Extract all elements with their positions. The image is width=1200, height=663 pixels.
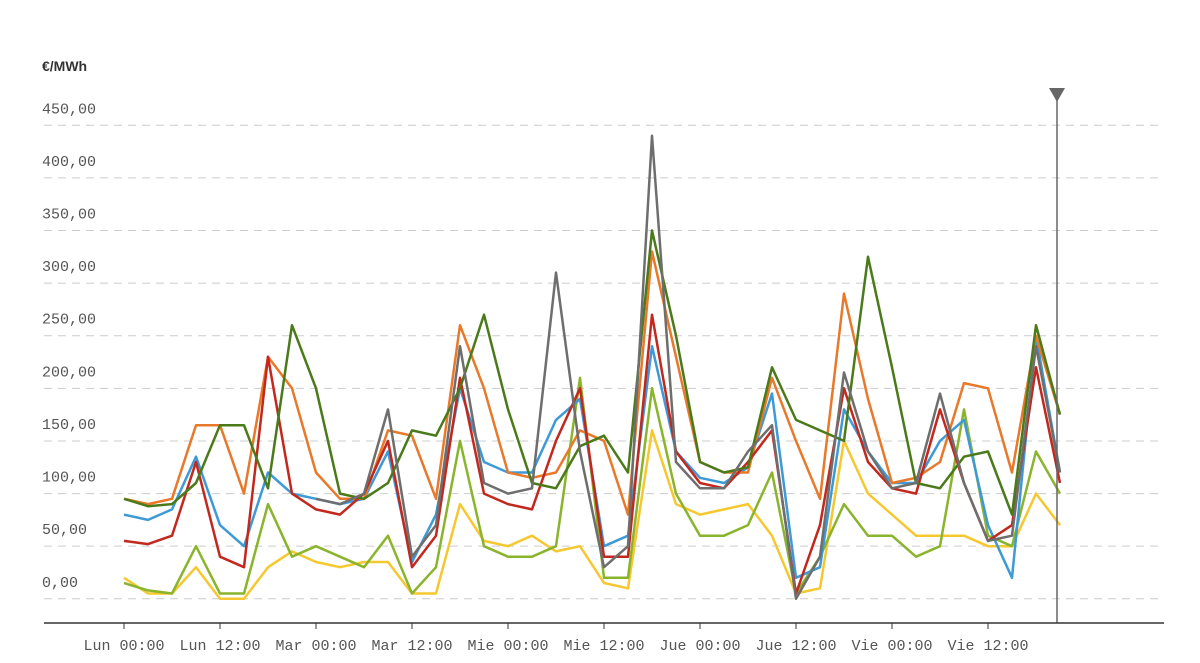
series-line — [123, 229, 1062, 516]
y-tick-label: 350,00 — [42, 206, 96, 223]
x-tick-label: Vie 00:00 — [851, 638, 932, 655]
series-line — [123, 250, 1062, 516]
y-tick-label: 300,00 — [42, 259, 96, 276]
x-tick-label: Jue 12:00 — [755, 638, 836, 655]
x-tick-label: Jue 00:00 — [659, 638, 740, 655]
y-tick-label: 250,00 — [42, 312, 96, 329]
x-tick-label: Mar 12:00 — [371, 638, 452, 655]
x-tick-label: Mie 00:00 — [467, 638, 548, 655]
y-tick-label: 0,00 — [42, 575, 78, 592]
series-line — [123, 313, 1062, 595]
series-line — [315, 134, 1062, 601]
y-tick-label: 450,00 — [42, 101, 96, 118]
time-marker-head — [1049, 88, 1065, 102]
x-tick-label: Mie 12:00 — [563, 638, 644, 655]
y-tick-label: 400,00 — [42, 154, 96, 171]
y-axis-label: €/MWh — [42, 58, 87, 74]
x-tick-label: Lun 12:00 — [179, 638, 260, 655]
y-tick-label: 150,00 — [42, 417, 96, 434]
y-tick-label: 50,00 — [42, 522, 87, 539]
x-tick-label: Mar 00:00 — [275, 638, 356, 655]
y-tick-label: 200,00 — [42, 364, 96, 381]
x-tick-label: Vie 12:00 — [947, 638, 1028, 655]
series-line — [123, 429, 1061, 601]
y-tick-label: 100,00 — [42, 470, 96, 487]
x-tick-label: Lun 00:00 — [83, 638, 164, 655]
